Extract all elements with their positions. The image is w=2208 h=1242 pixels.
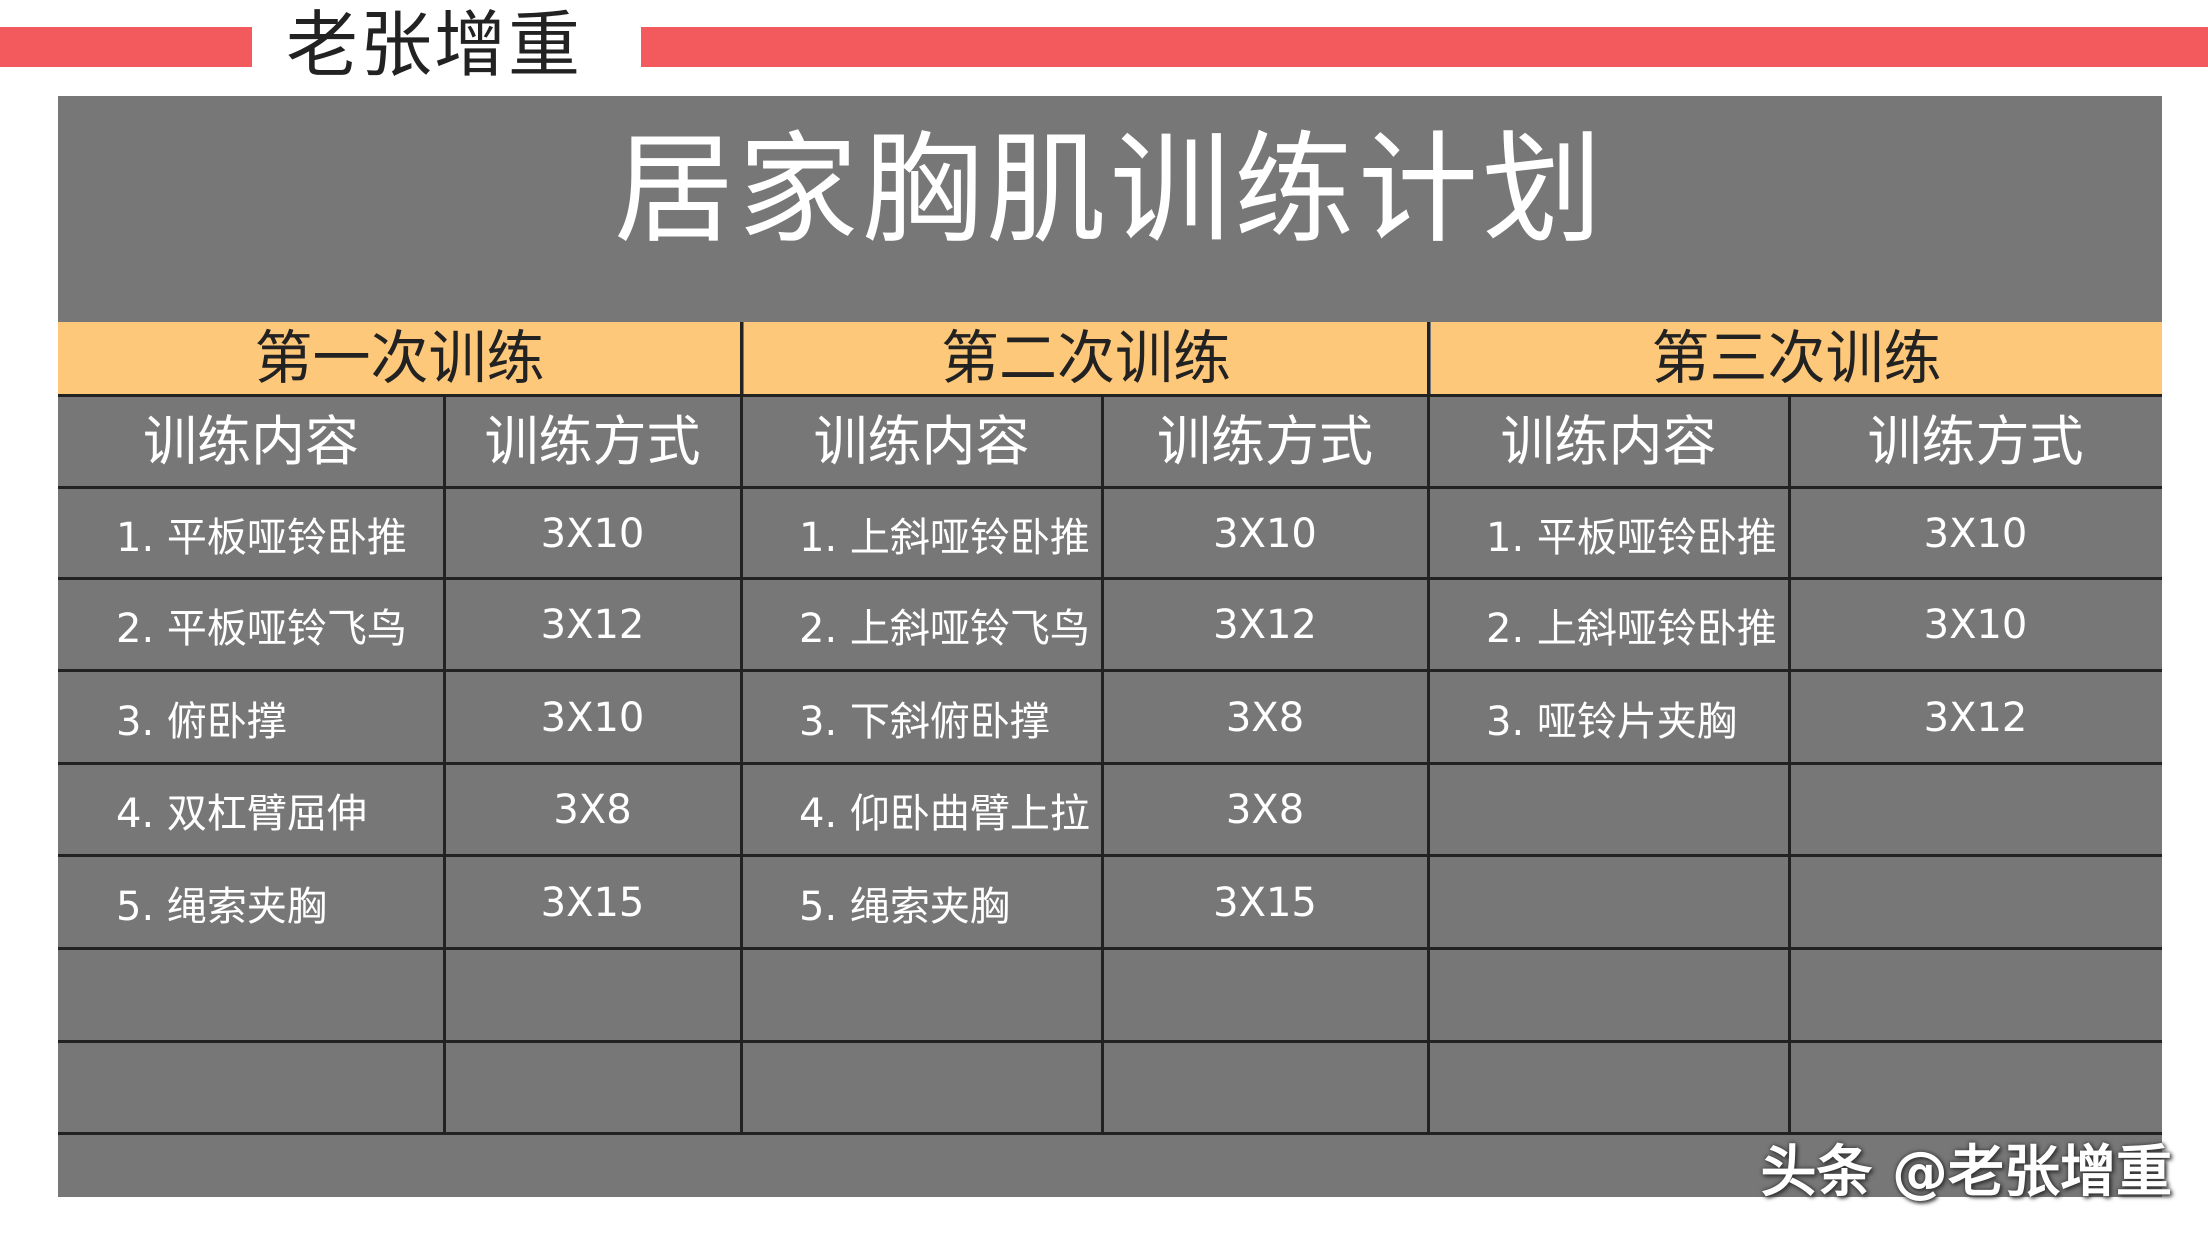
column-header-method: 训练方式 bbox=[1867, 410, 2084, 473]
grid-line-horizontal bbox=[58, 1040, 2162, 1043]
exercise-cell: 4. 双杠臂屈伸 bbox=[116, 791, 367, 837]
grid-line-horizontal bbox=[58, 394, 2162, 397]
grid-line-horizontal bbox=[58, 762, 2162, 765]
exercise-cell: 1. 平板哑铃卧推 bbox=[116, 514, 407, 561]
grid-line-vertical bbox=[1101, 394, 1104, 1135]
exercise-cell: 2. 上斜哑铃飞鸟 bbox=[799, 606, 1090, 652]
exercise-cell: 3. 俯卧撑 bbox=[116, 698, 287, 745]
sets-reps-cell bbox=[1789, 764, 2162, 856]
grid-line-horizontal bbox=[58, 854, 2162, 857]
grid-line-vertical bbox=[1788, 394, 1791, 1135]
banner-stripe-right bbox=[641, 27, 2208, 67]
column-header-method: 训练方式 bbox=[1157, 410, 1373, 473]
sets-reps-cell: 3X15 bbox=[540, 879, 645, 926]
grid-line-vertical bbox=[443, 394, 446, 1135]
exercise-cell bbox=[1486, 856, 1789, 949]
grid-line-horizontal bbox=[58, 947, 2162, 950]
exercise-cell bbox=[1486, 1042, 1789, 1134]
sets-reps-cell bbox=[1789, 949, 2162, 1042]
sets-reps-cell bbox=[1789, 1042, 2162, 1134]
sets-reps-cell bbox=[1102, 949, 1428, 1042]
sets-reps-cell: 3X10 bbox=[1923, 602, 2028, 648]
exercise-cell: 4. 仰卧曲臂上拉 bbox=[799, 791, 1090, 837]
exercise-cell: 1. 上斜哑铃卧推 bbox=[799, 514, 1090, 561]
column-header-method: 训练方式 bbox=[484, 410, 701, 473]
exercise-cell: 2. 上斜哑铃卧推 bbox=[1486, 606, 1777, 652]
brand-title: 老张增重 bbox=[286, 3, 583, 87]
exercise-cell bbox=[1486, 949, 1789, 1042]
session-header-3: 第三次训练 bbox=[1431, 322, 2162, 394]
exercise-cell bbox=[799, 949, 1102, 1042]
grid-line-vertical bbox=[1427, 322, 1430, 1135]
banner-stripe-left bbox=[0, 27, 252, 67]
sets-reps-cell: 3X10 bbox=[1213, 510, 1317, 557]
sets-reps-cell bbox=[444, 949, 741, 1042]
column-header-content: 训练内容 bbox=[143, 410, 359, 473]
column-header-content: 训练内容 bbox=[1500, 410, 1717, 473]
grid-line-horizontal bbox=[58, 669, 2162, 672]
session-header-2: 第二次训练 bbox=[744, 322, 1428, 394]
plan-table: 居家胸肌训练计划 第一次训练训练内容 训练方式 1. 平板哑铃卧推 3X10 2. 平板… bbox=[58, 96, 2162, 1197]
page-title: 居家胸肌训练计划 bbox=[614, 121, 1606, 260]
sets-reps-cell: 3X10 bbox=[540, 694, 645, 741]
sets-reps-cell: 3X8 bbox=[1225, 787, 1305, 833]
session-header-1: 第一次训练 bbox=[58, 322, 741, 394]
grid-line-vertical bbox=[740, 322, 743, 1135]
exercise-cell bbox=[799, 1042, 1102, 1134]
sets-reps-cell bbox=[1102, 1042, 1428, 1134]
sets-reps-cell: 3X8 bbox=[1225, 694, 1305, 741]
grid-line-horizontal bbox=[58, 577, 2162, 580]
sets-reps-cell: 3X10 bbox=[1923, 510, 2028, 557]
sets-reps-cell: 3X10 bbox=[540, 510, 645, 557]
grid-line-horizontal bbox=[58, 486, 2162, 489]
exercise-cell: 5. 绳索夹胸 bbox=[116, 883, 327, 930]
sets-reps-cell: 3X12 bbox=[540, 602, 645, 648]
exercise-cell bbox=[1486, 764, 1789, 856]
exercise-cell: 3. 哑铃片夹胸 bbox=[1486, 698, 1737, 745]
sets-reps-cell: 3X12 bbox=[1213, 602, 1317, 648]
grid-line-horizontal bbox=[58, 1132, 2162, 1135]
sets-reps-cell: 3X12 bbox=[1923, 694, 2028, 741]
exercise-cell: 3. 下斜俯卧撑 bbox=[799, 698, 1050, 745]
exercise-cell: 2. 平板哑铃飞鸟 bbox=[116, 606, 407, 652]
sets-reps-cell bbox=[444, 1042, 741, 1134]
column-header-content: 训练内容 bbox=[813, 410, 1030, 473]
sets-reps-cell bbox=[1789, 856, 2162, 949]
exercise-cell bbox=[116, 1042, 444, 1134]
watermark: 头条 @老张增重 bbox=[1760, 1140, 2173, 1205]
exercise-cell: 1. 平板哑铃卧推 bbox=[1486, 514, 1777, 561]
exercise-cell bbox=[116, 949, 444, 1042]
sets-reps-cell: 3X8 bbox=[553, 787, 632, 833]
exercise-cell: 5. 绳索夹胸 bbox=[799, 883, 1010, 930]
sets-reps-cell: 3X15 bbox=[1213, 879, 1317, 926]
